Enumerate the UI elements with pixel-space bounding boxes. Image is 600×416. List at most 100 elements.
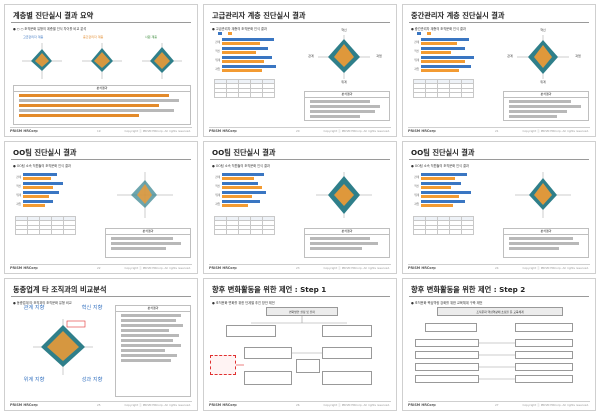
bar [222, 191, 266, 194]
analysis-box: 분석결과 [304, 228, 390, 258]
bullet-line: ● OO팀 소속 직원들의 조직문화 인식 결과 [411, 164, 469, 168]
analysis-label: 분석결과 [14, 86, 190, 92]
slide-6[interactable]: OO팀 진단실시 결과 ● OO팀 소속 직원들의 조직문화 인식 결과 관계 … [402, 141, 596, 274]
slide-3[interactable]: 중간관리자 계층 진단실시 결과 ● 중간관리자 계층의 조직문화 인식 결과 … [402, 4, 596, 137]
footer-logo: PRISM HRCorp [209, 129, 237, 133]
flow-box [244, 347, 292, 359]
bullet-line: ● OO팀 소속 직원들의 조직문화 인식 결과 [13, 164, 71, 168]
analysis-text-line [111, 242, 181, 245]
bar [23, 173, 57, 176]
score-table [214, 78, 275, 98]
bar [421, 65, 471, 68]
bar [421, 51, 451, 54]
slide-title: 고급관리자 계층 진단실시 결과 [212, 11, 306, 20]
footer-logo: PRISM HRCorp [209, 403, 237, 407]
bar [23, 186, 53, 189]
bullet-line: ● 동종업계 타 조직과의 조직문화 유형 비교 [13, 301, 72, 305]
footer-rule [209, 127, 391, 128]
page-number: 19 [97, 129, 101, 133]
bar [23, 182, 63, 185]
legend [218, 32, 232, 35]
flow-center-box: 조직문화 핵심역량에 초점을 둔 교육체계 [437, 307, 563, 316]
score-table [413, 78, 474, 98]
footer-logo: PRISM HRCorp [408, 129, 436, 133]
footer-copyright: Copyright ⓒ PRISM HRCorp. All rights res… [522, 129, 590, 133]
title-rule [409, 296, 589, 297]
slide-1[interactable]: 계층별 진단실시 결과 요약 ● ○ ○ 조직문화 유형의 계층별 인식 차이를… [4, 4, 198, 137]
axis-label-top-right: 혁신 지향 [81, 305, 103, 311]
title-rule [11, 296, 191, 297]
flow-box [244, 371, 292, 385]
bar [23, 191, 59, 194]
analysis-text-line [19, 94, 169, 97]
radar-chart-2 [82, 43, 122, 79]
slide-2[interactable]: 고급관리자 계층 진단실시 결과 ● 고급관리자 계층의 조직문화 인식 결과 … [203, 4, 397, 137]
axis-label: 위계 [414, 58, 419, 62]
analysis-text-line [509, 115, 557, 118]
radar-axis-left: 관계 [308, 54, 314, 58]
analysis-text-line [121, 314, 181, 317]
bar [222, 182, 258, 185]
analysis-text-line [121, 359, 171, 362]
bar [421, 173, 467, 176]
page-number: 20 [296, 129, 300, 133]
radar-axis-bottom: 위계 [341, 80, 347, 84]
bar [421, 191, 471, 194]
title-rule [210, 22, 390, 23]
analysis-text-line [19, 99, 179, 102]
radar-chart [316, 172, 372, 218]
axis-label: 과업 [215, 202, 220, 206]
axis-label: 과업 [414, 202, 419, 206]
analysis-text-line [310, 110, 375, 113]
radar-title-3: 사원 계층 [145, 35, 157, 39]
slide-7[interactable]: 동종업계 타 조직과의 비교분석 ● 동종업계 타 조직과의 조직문화 유형 비… [4, 278, 198, 411]
footer-copyright: Copyright ⓒ PRISM HRCorp. All rights res… [323, 266, 391, 270]
bar [222, 200, 260, 203]
bar [421, 38, 469, 41]
axis-label: 과업 [16, 202, 21, 206]
flow-box [322, 325, 372, 337]
bar [421, 47, 465, 50]
analysis-label: 분석결과 [305, 229, 389, 235]
axis-label-top-left: 관계 지향 [23, 305, 45, 311]
footer-logo: PRISM HRCorp [408, 403, 436, 407]
bullet-line: ● OO팀 소속 직원들의 조직문화 인식 결과 [212, 164, 270, 168]
radar-axis-bottom: 위계 [540, 80, 546, 84]
analysis-text-line [121, 319, 176, 322]
analysis-text-line [310, 247, 362, 250]
bullet-line: ● 고급관리자 계층의 조직문화 인식 결과 [212, 27, 267, 31]
bar [23, 204, 45, 207]
radar-title-2: 중간관리자 계층 [83, 35, 104, 39]
radar-title-1: 고급관리자 계층 [23, 35, 44, 39]
radar-axis-right: 과업 [376, 54, 382, 58]
radar-chart [515, 172, 571, 218]
radar-chart-3 [142, 43, 182, 79]
bar [23, 177, 51, 180]
axis-label: 위계 [414, 193, 419, 197]
bar [222, 42, 260, 45]
radar-chart [117, 172, 173, 218]
flow-box [515, 375, 573, 383]
analysis-text-line [509, 247, 559, 250]
title-rule [11, 159, 191, 160]
bar [421, 204, 453, 207]
footer-rule [10, 264, 192, 265]
radar-chart-1 [22, 43, 62, 79]
axis-label: 위계 [16, 193, 21, 197]
slide-4[interactable]: OO팀 진단실시 결과 ● OO팀 소속 직원들의 조직문화 인식 결과 관계 … [4, 141, 198, 274]
slide-8[interactable]: 향후 변화활동을 위한 제언 : Step 1 ● 조직문화 변화를 위한 단계… [203, 278, 397, 411]
bullet-line: ● 조직문화 핵심역량 강화를 위한 교육체계 구축 제언 [411, 301, 483, 305]
analysis-text-line [509, 242, 579, 245]
slide-5[interactable]: OO팀 진단실시 결과 ● OO팀 소속 직원들의 조직문화 인식 결과 관계 … [203, 141, 397, 274]
slide-title: OO팀 진단실시 결과 [13, 148, 77, 157]
flow-box [515, 339, 573, 347]
slide-title: 향후 변화활동을 위한 제언 : Step 2 [411, 285, 526, 294]
radar-chart [517, 35, 569, 79]
bar [421, 42, 457, 45]
slide-title: 동종업계 타 조직과의 비교분석 [13, 285, 107, 294]
analysis-box: 분석결과 [503, 91, 589, 121]
page-number: 21 [495, 129, 499, 133]
slide-9[interactable]: 향후 변화활동을 위한 제언 : Step 2 ● 조직문화 핵심역량 강화를 … [402, 278, 596, 411]
flow-box [515, 351, 573, 359]
page-number: 22 [97, 266, 101, 270]
